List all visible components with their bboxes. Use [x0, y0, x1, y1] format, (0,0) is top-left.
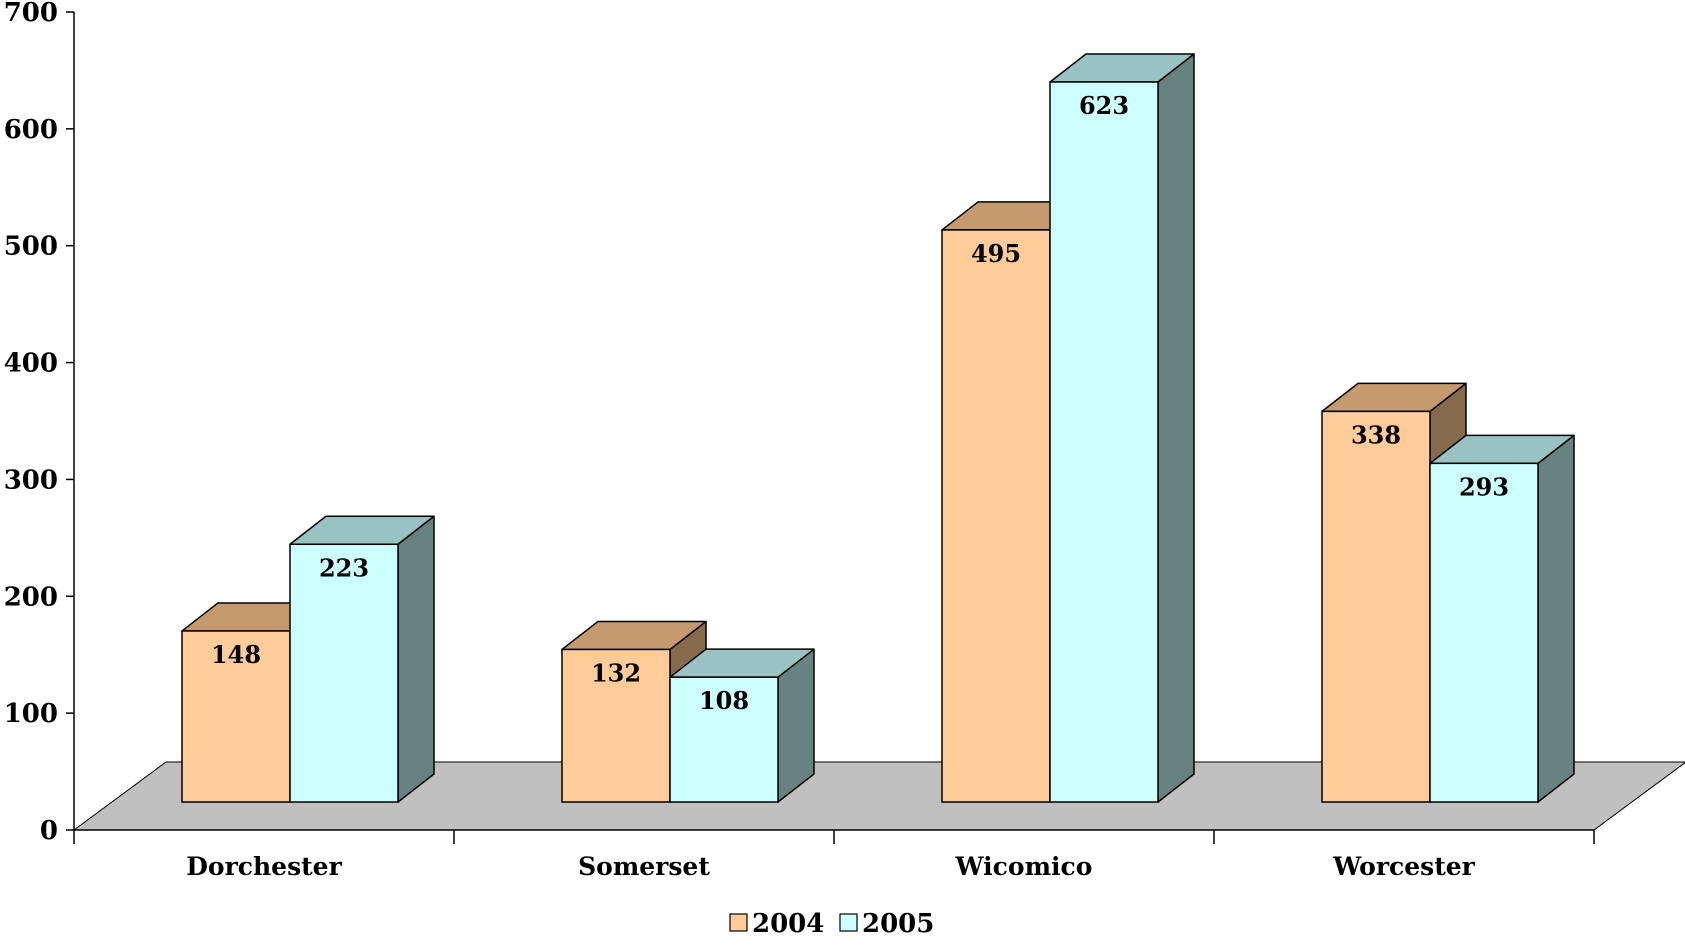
y-tick-label: 0: [40, 816, 58, 846]
y-tick-label: 500: [4, 232, 58, 262]
data-label: 132: [591, 658, 641, 687]
x-category-label: Wicomico: [955, 852, 1093, 881]
legend-label-2004: 2004: [752, 909, 824, 939]
legend-swatch-2004: [729, 913, 748, 932]
data-label: 623: [1079, 91, 1129, 120]
axes: 0 100 200 300 400 500 600 700 Dorchester Somerset…: [4, 0, 1595, 881]
y-tick-label: 400: [4, 349, 58, 379]
bar-2005-worcester: [1429, 462, 1539, 803]
x-category-label: Somerset: [578, 852, 710, 881]
bar-2005-somerset: [669, 676, 779, 803]
y-tick-label: 600: [4, 115, 58, 145]
data-labels: 148 223 132 108 495 623 338 293: [211, 91, 1509, 715]
bar-2004-dorchester: [181, 630, 291, 803]
y-tick-label: 100: [4, 699, 58, 729]
data-label: 108: [699, 686, 749, 715]
bar-2004-somerset: [561, 648, 671, 803]
y-tick-label: 700: [4, 0, 58, 28]
data-label: 495: [971, 239, 1021, 268]
x-category-label: Dorchester: [186, 852, 342, 881]
bar-side-face: [397, 515, 435, 803]
bar-2004-worcester: [1321, 410, 1431, 803]
legend-label-2005: 2005: [862, 909, 934, 939]
data-label: 338: [1351, 420, 1401, 449]
x-category-label: Worcester: [1332, 852, 1476, 881]
bar-side-face: [1537, 434, 1575, 803]
y-tick-label: 200: [4, 582, 58, 612]
data-label: 223: [319, 553, 369, 582]
legend-swatch-2005: [839, 913, 858, 932]
legend: 2004 2005: [729, 909, 934, 939]
bar-side-face: [1157, 53, 1195, 803]
y-tick-label: 300: [4, 465, 58, 495]
data-label: 293: [1459, 472, 1509, 501]
bar-2005-dorchester: [289, 543, 399, 803]
bar-2005-wicomico: [1049, 81, 1159, 803]
data-label: 148: [211, 640, 261, 669]
bar-2004-wicomico: [941, 229, 1051, 803]
bars: [181, 53, 1575, 803]
